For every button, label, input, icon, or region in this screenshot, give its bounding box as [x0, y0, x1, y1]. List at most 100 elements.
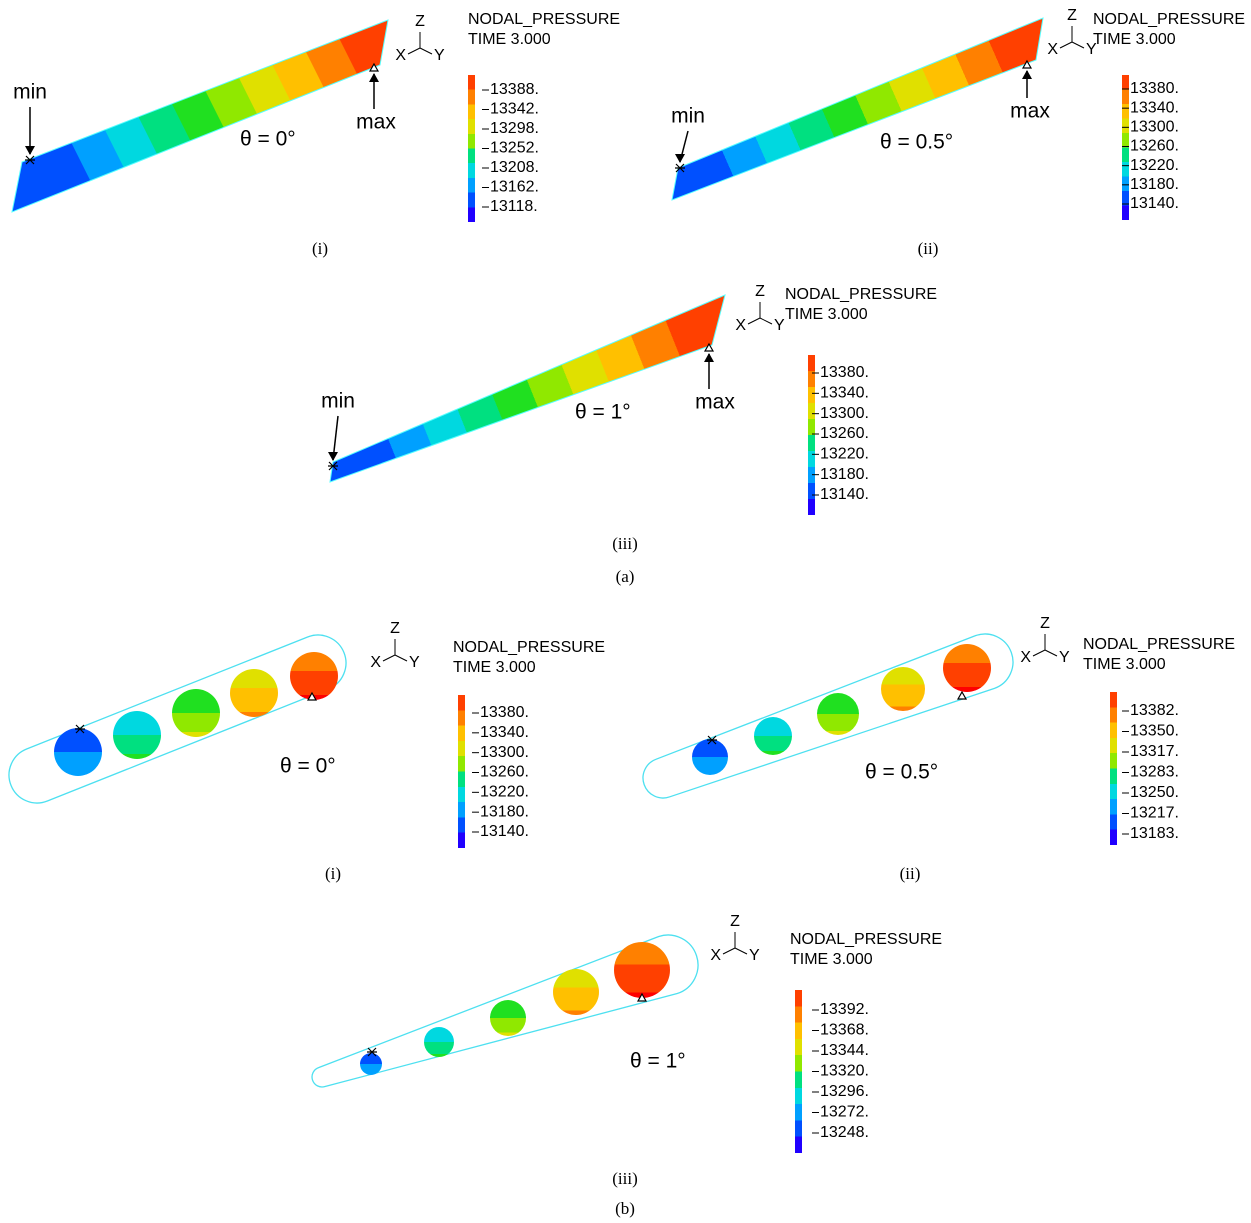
axis-x: X — [710, 947, 721, 964]
legend-tick-label: 13388. — [490, 81, 539, 98]
legend-tick-label: 13180. — [480, 803, 529, 820]
min-marker — [707, 735, 717, 745]
axis-y: Y — [749, 947, 760, 964]
legend-tick-label: 13317. — [1130, 743, 1179, 760]
axis-x: X — [370, 654, 381, 671]
colorbar — [468, 75, 475, 222]
legend-tick-label: 13340. — [480, 724, 529, 741]
legend-tick-label: 13380. — [480, 704, 529, 721]
axis-x: X — [1047, 41, 1058, 58]
legend-tick-label: 13140. — [1130, 195, 1179, 212]
pressure-contour — [230, 669, 278, 717]
min-marker — [75, 724, 85, 734]
pressure-contour — [290, 652, 338, 700]
pressure-contour — [113, 711, 161, 759]
max-arrowhead — [704, 353, 714, 362]
legend-tick-label: 13340. — [1130, 99, 1179, 116]
min-marker — [675, 163, 685, 173]
axis-z: Z — [755, 283, 765, 300]
legend-tick-label: 13320. — [820, 1063, 869, 1080]
pressure-contour — [881, 667, 925, 711]
legend-tick-label: 13368. — [820, 1022, 869, 1039]
min-marker — [25, 155, 35, 165]
pressure-contour — [424, 1027, 454, 1057]
legend-tick-label: 13162. — [490, 179, 539, 196]
angle-label: θ = 0.5° — [865, 761, 938, 784]
colorbar — [1110, 692, 1117, 845]
colorbar — [458, 695, 465, 848]
min-arrowhead — [25, 146, 35, 155]
legend-tick-label: 13250. — [1130, 784, 1179, 801]
pressure-contour — [54, 728, 102, 776]
axis-x: X — [395, 47, 406, 64]
colorbar — [808, 355, 815, 515]
axis-triad — [1032, 634, 1058, 657]
legend-title: NODAL_PRESSURE — [453, 639, 605, 656]
legend-title: NODAL_PRESSURE — [1083, 636, 1235, 653]
legend-time: TIME 3.000 — [453, 659, 536, 676]
min-label: min — [671, 105, 705, 128]
legend-tick-label: 13344. — [820, 1042, 869, 1059]
group-label: (b) — [615, 1199, 635, 1218]
legend-tick-label: 13183. — [1130, 825, 1179, 842]
legend-tick-label: 13300. — [820, 405, 869, 422]
panel-caption: (i) — [325, 864, 341, 883]
min-arrowhead — [328, 452, 338, 461]
legend-time: TIME 3.000 — [468, 31, 551, 48]
pressure-contour — [11, 19, 389, 213]
legend-tick-label: 13298. — [490, 120, 539, 137]
pressure-contour — [172, 689, 220, 737]
panel-caption: (ii) — [900, 864, 921, 883]
panel-caption: (ii) — [918, 239, 939, 258]
pipe-outline — [8, 634, 347, 804]
max-label: max — [1010, 100, 1050, 123]
legend-tick-label: 13272. — [820, 1104, 869, 1121]
legend-tick-label: 13260. — [820, 425, 869, 442]
pipe-outline — [642, 633, 1014, 799]
colorbar — [795, 990, 802, 1153]
legend-tick-label: 13350. — [1130, 723, 1179, 740]
axis-y: Y — [774, 317, 785, 334]
legend-tick-label: 13217. — [1130, 805, 1179, 822]
pressure-contour — [553, 969, 599, 1015]
axis-z: Z — [730, 913, 740, 930]
angle-label: θ = 1° — [575, 401, 631, 424]
legend-tick-label: 13300. — [1130, 119, 1179, 136]
angle-label: θ = 0° — [280, 755, 336, 778]
pressure-contour — [360, 1053, 382, 1075]
min-label: min — [13, 81, 47, 104]
legend-title: NODAL_PRESSURE — [790, 931, 942, 948]
axis-triad — [407, 32, 433, 55]
max-marker — [956, 690, 968, 700]
pressure-contour — [671, 17, 1044, 201]
legend-tick-label: 13140. — [820, 486, 869, 503]
axis-z: Z — [1067, 7, 1077, 24]
legend-tick-label: 13220. — [820, 446, 869, 463]
legend-tick-label: 13118. — [490, 198, 538, 215]
axis-z: Z — [415, 13, 425, 30]
legend-tick-label: 13260. — [1130, 138, 1179, 155]
pipe-outline — [311, 934, 699, 1088]
pressure-contour — [692, 739, 728, 775]
legend-tick-label: 13180. — [1130, 176, 1179, 193]
legend-tick-label: 13208. — [490, 159, 539, 176]
legend-title: NODAL_PRESSURE — [468, 11, 620, 28]
legend-time: TIME 3.000 — [1083, 656, 1166, 673]
max-marker — [636, 992, 648, 1002]
axis-y: Y — [409, 654, 420, 671]
axis-triad — [747, 302, 773, 325]
max-marker — [368, 62, 380, 72]
pressure-contour — [754, 717, 792, 755]
pressure-contour — [490, 1000, 526, 1036]
legend-time: TIME 3.000 — [785, 306, 868, 323]
axis-triad — [722, 932, 748, 955]
pressure-contour — [817, 693, 859, 735]
legend-tick-label: 13340. — [820, 385, 869, 402]
min-marker — [328, 461, 338, 471]
axis-y: Y — [1086, 41, 1097, 58]
legend-tick-label: 13180. — [820, 466, 869, 483]
axis-y: Y — [434, 47, 445, 64]
legend-tick-label: 13220. — [1130, 157, 1179, 174]
min-marker — [367, 1047, 377, 1057]
axis-x: X — [735, 317, 746, 334]
